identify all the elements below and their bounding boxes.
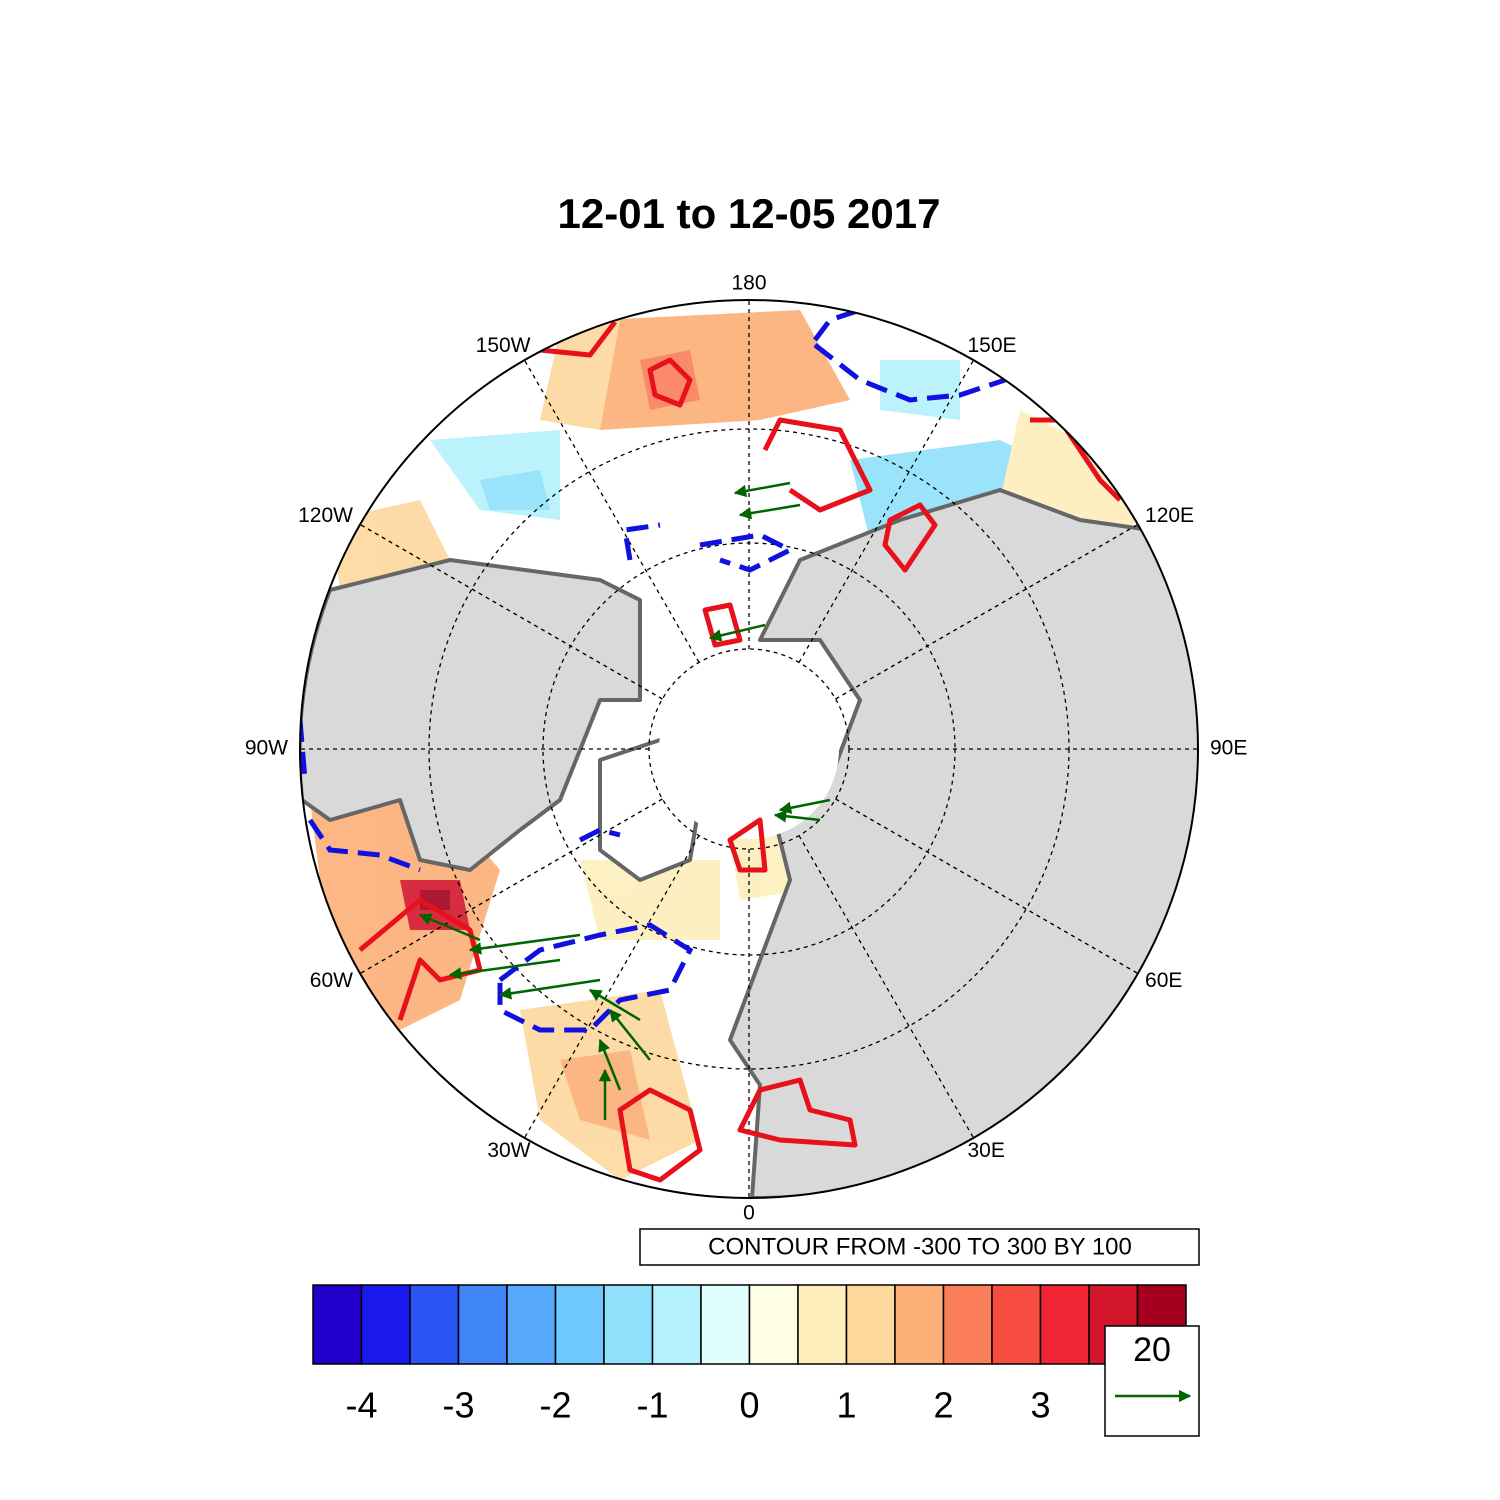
colorbar-tick-label: -4 bbox=[345, 1385, 377, 1426]
longitude-label: 120W bbox=[298, 504, 353, 527]
reference-vector-label: 20 bbox=[1133, 1331, 1171, 1369]
meridian bbox=[359, 798, 663, 975]
longitude-label: 120E bbox=[1145, 504, 1194, 527]
title: 12-01 to 12-05 2017 bbox=[558, 190, 941, 237]
colorbar-box bbox=[360, 1284, 411, 1365]
colorbar-box bbox=[942, 1284, 993, 1365]
longitude-label: 60E bbox=[1145, 969, 1182, 992]
colorbar-box bbox=[651, 1284, 702, 1365]
colorbar-box bbox=[506, 1284, 557, 1365]
colorbar-box bbox=[748, 1284, 799, 1365]
colorbar-box bbox=[1039, 1284, 1090, 1365]
meridian bbox=[359, 523, 663, 700]
colorbar-tick-label: -3 bbox=[442, 1385, 474, 1426]
colorbar-box bbox=[700, 1284, 751, 1365]
longitude-label: 0 bbox=[743, 1202, 755, 1225]
longitude-label: 150E bbox=[968, 334, 1017, 357]
colorbar-tick-label: -2 bbox=[539, 1385, 571, 1426]
map-border bbox=[299, 299, 1199, 1199]
meridian bbox=[835, 523, 1139, 700]
contour-info-box bbox=[639, 1228, 1200, 1266]
longitude-label: 150W bbox=[476, 334, 531, 357]
map bbox=[300, 300, 1198, 1198]
colorbar-box bbox=[554, 1284, 605, 1365]
colorbar-box bbox=[991, 1284, 1042, 1365]
colorbar-box bbox=[409, 1284, 460, 1365]
colorbar-tick-label: 3 bbox=[1030, 1385, 1050, 1426]
colorbar-tick-label: -1 bbox=[636, 1385, 668, 1426]
longitude-label: 60W bbox=[310, 969, 353, 992]
meridian bbox=[798, 835, 975, 1139]
longitude-label: 30W bbox=[487, 1139, 530, 1162]
colorbar-box bbox=[312, 1284, 363, 1365]
longitude-label: 180 bbox=[731, 272, 766, 295]
reference-vector-box bbox=[1104, 1325, 1200, 1437]
colorbar-tick-label: 0 bbox=[739, 1385, 759, 1426]
meridian bbox=[798, 359, 975, 663]
colorbar-box bbox=[894, 1284, 945, 1365]
colorbar-tick-label: 2 bbox=[933, 1385, 953, 1426]
colorbar-box bbox=[457, 1284, 508, 1365]
longitude-label: 90W bbox=[245, 737, 288, 760]
meridian bbox=[523, 359, 700, 663]
longitude-label: 30E bbox=[968, 1139, 1005, 1162]
colorbar-box bbox=[797, 1284, 848, 1365]
meridian bbox=[835, 798, 1139, 975]
colorbar-box bbox=[603, 1284, 654, 1365]
colorbar-box bbox=[845, 1284, 896, 1365]
meridian bbox=[523, 835, 700, 1139]
contour-info: CONTOUR FROM -300 TO 300 BY 100 bbox=[708, 1233, 1132, 1260]
longitude-label: 90E bbox=[1210, 737, 1247, 760]
colorbar-tick-label: 1 bbox=[836, 1385, 856, 1426]
